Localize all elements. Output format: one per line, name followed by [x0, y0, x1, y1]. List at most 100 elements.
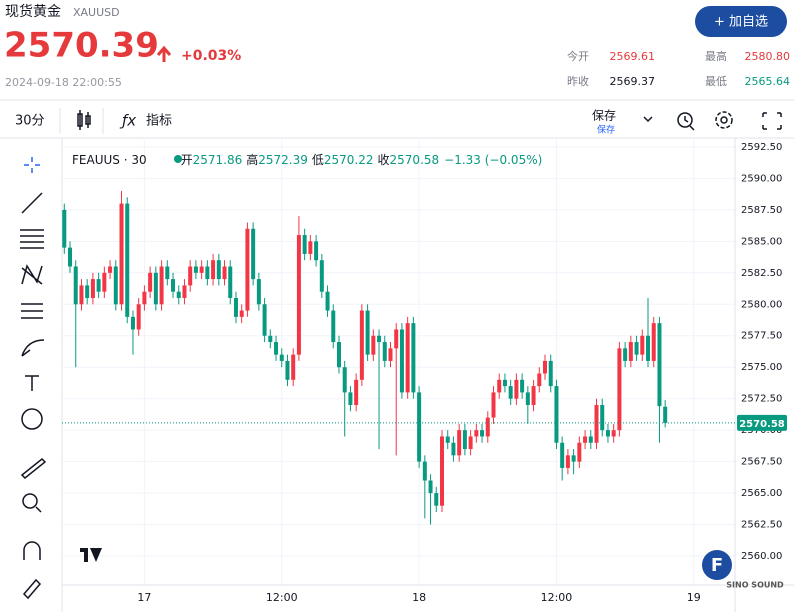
fx-icon[interactable]: ƒx — [119, 112, 136, 130]
price-change: +0.03% — [181, 48, 241, 64]
zoom-tool[interactable] — [22, 493, 38, 509]
candle-body — [594, 404, 599, 443]
alert-icon[interactable] — [677, 112, 695, 131]
candle-body — [474, 430, 479, 437]
candle-body — [531, 386, 536, 405]
trendline-tool[interactable] — [21, 192, 43, 214]
candle-body — [90, 279, 95, 298]
candle-body — [285, 360, 290, 380]
interval-button[interactable]: 30分 — [15, 114, 45, 129]
candle-body — [434, 493, 439, 506]
candle-body — [211, 260, 216, 280]
candle-body — [445, 436, 450, 443]
lock-tool[interactable] — [22, 578, 42, 600]
crosshair-tool[interactable] — [24, 157, 40, 173]
candle-body — [136, 304, 141, 330]
candle-body — [457, 430, 462, 456]
y-tick-label: 2592.50 — [741, 142, 782, 153]
candle-body — [502, 379, 507, 387]
add-watchlist-button[interactable] — [695, 6, 787, 37]
y-tick-label: 2567.50 — [741, 457, 782, 468]
text-tool[interactable] — [25, 375, 39, 391]
candle-body — [520, 379, 525, 393]
brush-tool[interactable] — [21, 339, 45, 357]
up-arrow — [156, 45, 172, 62]
settings-icon[interactable] — [715, 111, 733, 129]
candle-body — [233, 297, 238, 317]
stat-value: 2569.37 — [610, 75, 656, 88]
ruler-tool[interactable] — [20, 457, 47, 480]
save-status: 保存 — [597, 124, 615, 136]
stat-label: 昨收 — [567, 74, 589, 88]
stat-label: 今开 — [567, 49, 589, 63]
fib-tool[interactable] — [20, 229, 44, 249]
x-tick-label: 12:00 — [266, 591, 298, 604]
candle-body — [342, 367, 347, 393]
last-price-label: 2570.58 — [739, 419, 785, 430]
candle-body — [651, 323, 656, 361]
candle-body — [428, 480, 433, 494]
y-tick-label: 2575.00 — [741, 362, 782, 373]
candle-body — [222, 266, 227, 280]
y-tick-label: 2587.50 — [741, 205, 782, 216]
candle-body — [583, 436, 588, 443]
candle-body — [422, 461, 427, 481]
candle-body — [628, 342, 633, 361]
candle-body — [577, 442, 582, 462]
add-watchlist-label[interactable]: + 加自选 — [714, 15, 768, 30]
asset-name: 现货黄金 — [5, 3, 61, 20]
candle-body — [262, 304, 267, 336]
candle-body — [405, 323, 410, 393]
candle-body — [159, 266, 164, 305]
projection-tool[interactable] — [21, 303, 43, 319]
candle-body — [462, 430, 467, 450]
candle-type-icon[interactable] — [77, 110, 91, 130]
legend-title: FEAUUS · 30 — [72, 153, 147, 167]
candle-body — [62, 209, 67, 248]
legend-change: −1.33 (−0.05%) — [444, 153, 542, 167]
timestamp: 2024-09-18 22:00:55 — [5, 76, 122, 89]
legend-label: 开 — [181, 153, 193, 167]
candle-body — [388, 348, 393, 361]
y-tick-label: 2565.00 — [741, 488, 782, 499]
legend-label: 低 — [312, 153, 324, 167]
candle-body — [108, 266, 113, 273]
candle-body — [85, 285, 90, 298]
pattern-tool[interactable] — [21, 264, 43, 285]
candle-body — [354, 379, 359, 405]
candle-body — [279, 354, 284, 361]
candle-body — [96, 279, 101, 292]
dropdown-icon[interactable] — [643, 116, 653, 123]
legend-value: 2570.22 — [324, 153, 374, 167]
magnet-tool[interactable] — [23, 541, 41, 560]
candle-body — [331, 310, 336, 343]
indicators-button[interactable]: 指标 — [146, 114, 172, 129]
candle-body — [216, 260, 221, 280]
y-tick-label: 2590.00 — [741, 173, 782, 184]
last-price-tag — [737, 414, 787, 431]
stat-value: 2569.61 — [610, 50, 656, 63]
candle-body — [153, 272, 158, 305]
candle-body — [611, 430, 616, 437]
x-tick-label: 19 — [687, 591, 701, 604]
candle-body — [382, 342, 387, 361]
candle-body — [571, 455, 576, 462]
candle-body — [291, 354, 296, 380]
emoji-tool[interactable] — [21, 408, 43, 430]
x-tick-label: 17 — [137, 591, 151, 604]
candle-body — [348, 392, 353, 405]
candle-body — [537, 373, 542, 387]
save-button[interactable]: 保存 — [592, 109, 616, 123]
candle-body — [605, 430, 610, 437]
candle-body — [193, 266, 198, 273]
candle-body — [640, 335, 645, 355]
candle-body — [417, 392, 422, 462]
candle-body — [634, 342, 639, 355]
legend-label: 收 — [378, 153, 390, 167]
fullscreen-icon[interactable] — [762, 112, 782, 130]
legend-value: 2572.39 — [258, 153, 308, 167]
candle-body — [205, 266, 210, 280]
candle-body — [239, 310, 244, 317]
candle-body — [336, 342, 341, 368]
candle-body — [251, 228, 256, 280]
